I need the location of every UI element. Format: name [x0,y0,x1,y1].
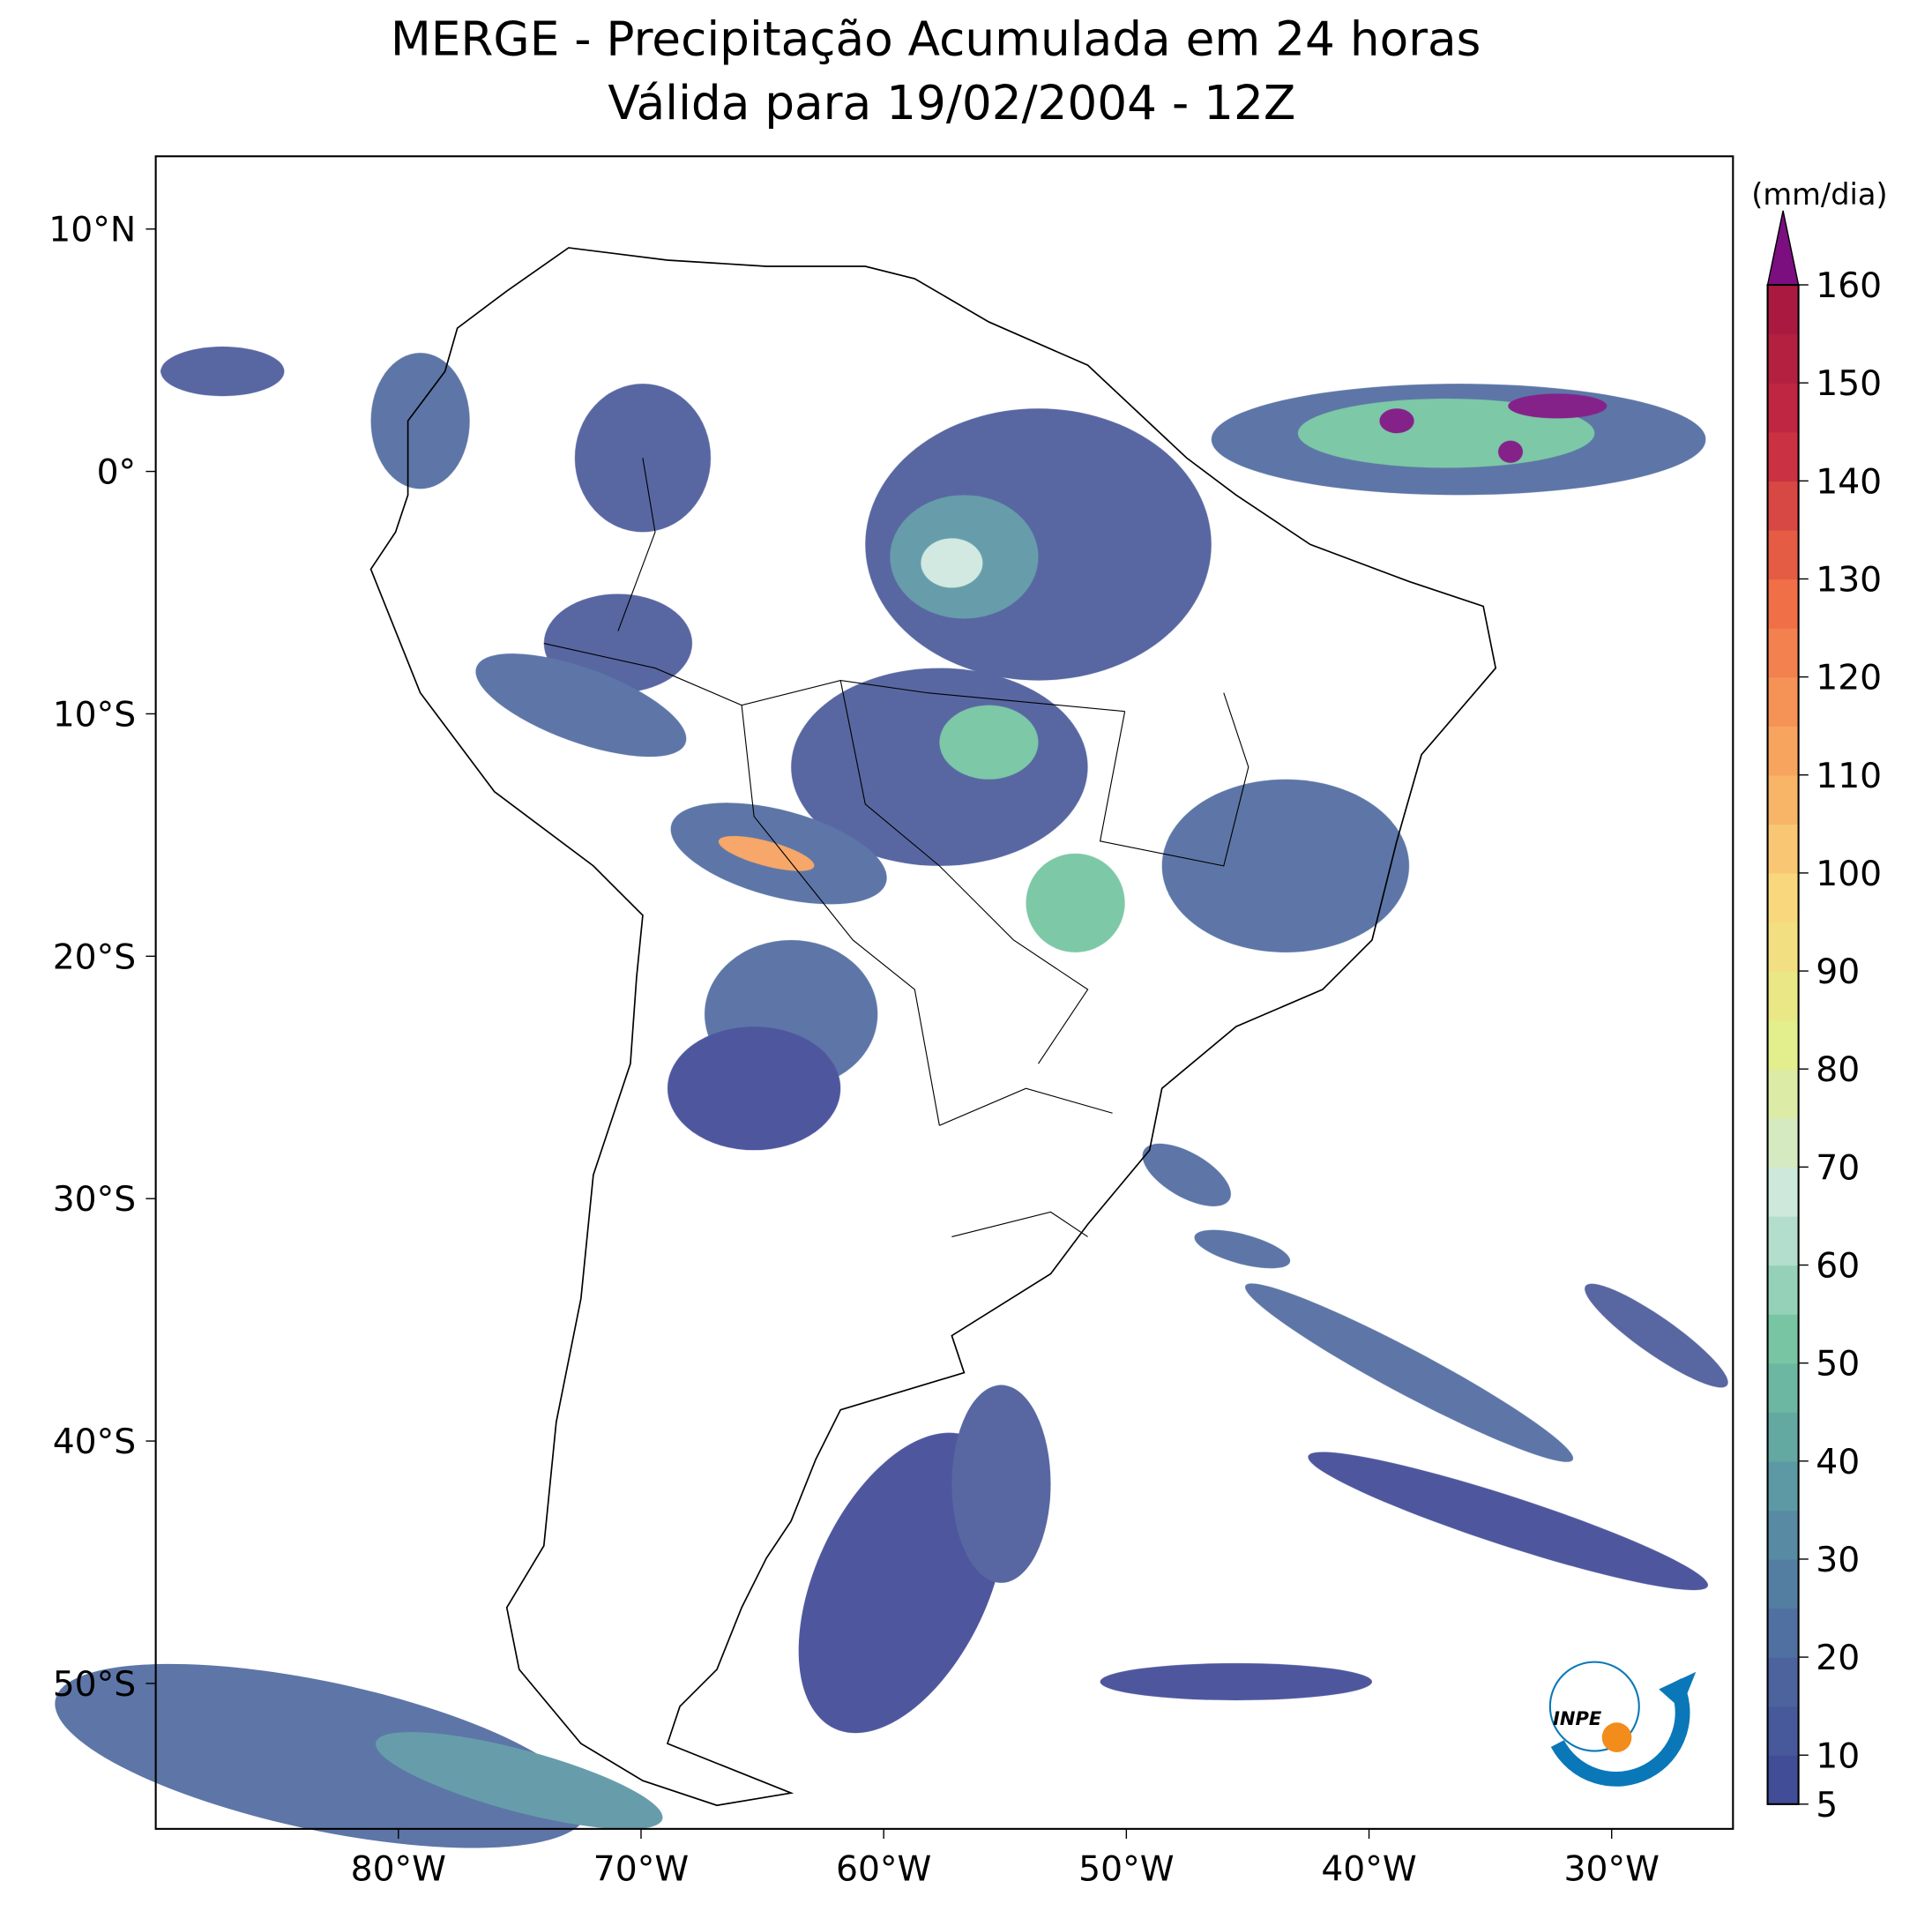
colorbar-band [1767,383,1799,433]
coastline [369,247,1497,1807]
colorbar-frame [1766,283,1800,1805]
x-tick-label: 60°W [836,1850,931,1890]
colorbar-tick-label: 10 [1816,1736,1860,1776]
colorbar-tick-label: 40 [1816,1443,1860,1482]
colorbar-band [1767,1706,1799,1756]
colorbar-band [1767,1314,1799,1364]
colorbar-band [1767,676,1799,727]
colorbar-tick-label: 160 [1816,266,1882,306]
colorbar-band [1767,333,1799,384]
colorbar-tick-label: 80 [1816,1050,1860,1090]
colorbar-band [1767,1657,1799,1707]
colorbar-tick-label: 130 [1816,560,1882,600]
colorbar-band [1767,285,1799,335]
colorbar-tick-label: 100 [1816,855,1882,894]
precipitation-field [55,347,1728,1848]
colorbar-band [1767,1412,1799,1462]
colorbar-tick-label: 5 [1816,1786,1838,1825]
y-tick-label: 50°S [53,1665,136,1705]
colorbar-tick-label: 150 [1816,364,1882,404]
borders [543,458,1249,1237]
colorbar-band [1767,529,1799,580]
colorbar-tick-label: 20 [1816,1639,1860,1678]
colorbar-band [1767,1117,1799,1168]
y-tick-label: 40°S [53,1422,136,1462]
logo-text: INPE [1553,1707,1602,1729]
colorbar-band [1767,579,1799,629]
colorbar-band [1767,1755,1799,1805]
colorbar-band [1767,431,1799,482]
colorbar-unit: (mm/dia) [1751,177,1887,212]
colorbar-band [1767,971,1799,1021]
colorbar-tick-label: 140 [1816,462,1882,502]
map-frame [154,155,1734,1830]
colorbar-band [1767,1265,1799,1315]
colorbar-band [1767,824,1799,874]
colorbar-band [1767,1510,1799,1560]
colorbar-band [1767,1608,1799,1658]
colorbar-band [1767,922,1799,972]
x-tick-label: 40°W [1321,1850,1416,1890]
colorbar-tick-label: 50 [1816,1345,1860,1385]
colorbar-tick-label: 60 [1816,1247,1860,1287]
colorbar-band [1767,1167,1799,1217]
colorbar-band [1767,774,1799,825]
x-tick-label: 50°W [1078,1850,1174,1890]
colorbar-band [1767,1069,1799,1119]
colorbar-tick-label: 90 [1816,952,1860,992]
colorbar-tick-label: 30 [1816,1541,1860,1580]
colorbar-tick-label: 70 [1816,1148,1860,1188]
y-tick-label: 20°S [53,937,136,977]
y-tick-label: 10°S [53,695,136,735]
subtitle: Válida para 19/02/2004 - 12Z [608,76,1295,131]
colorbar-tick-label: 110 [1816,757,1882,796]
colorbar-band [1767,1215,1799,1266]
y-tick-label: 0° [97,453,137,493]
colorbar-band [1767,1558,1799,1609]
colorbar-extend [1766,210,1800,286]
logo: INPE [1548,1661,1697,1787]
colorbar-band [1767,481,1799,531]
colorbar-band [1767,872,1799,923]
colorbar-band [1767,628,1799,678]
title: MERGE - Precipitação Acumulada em 24 hor… [391,11,1481,66]
colorbar-band [1767,1460,1799,1512]
x-tick-label: 30°W [1564,1850,1660,1890]
y-tick-label: 30°S [53,1180,136,1220]
colorbar-band [1767,726,1799,776]
colorbar-tick-label: 120 [1816,659,1882,698]
x-tick-label: 70°W [593,1850,689,1890]
y-tick-label: 10°N [48,211,136,250]
colorbar-band [1767,1362,1799,1413]
x-tick-label: 80°W [351,1850,446,1890]
colorbar-band [1767,1019,1799,1070]
